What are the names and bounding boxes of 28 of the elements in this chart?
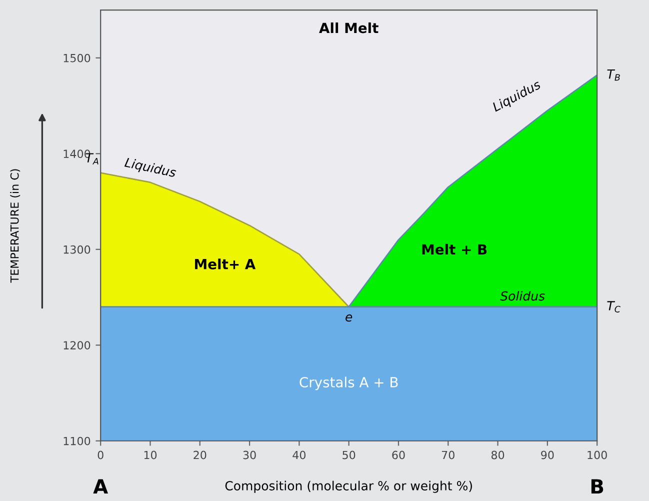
series-label: Crystals A + B <box>300 376 398 390</box>
x-tick-label: 20 <box>194 450 206 460</box>
annotation: All Melt <box>319 22 378 34</box>
y-tick-label: 1200 <box>64 341 90 350</box>
annotation: T$_{C}$ <box>607 301 620 312</box>
annotation: e <box>346 314 352 322</box>
y-tick-label: 1500 <box>64 54 90 62</box>
x-tick-label: 30 <box>243 450 256 460</box>
x-tick-label: 10 <box>144 450 157 460</box>
x-tick-label: 40 <box>292 450 306 460</box>
x-tick-label: 0 <box>98 450 104 460</box>
series-label: Melt+ A <box>195 258 256 270</box>
x-tick-label: 80 <box>491 450 504 460</box>
y-tick-label: 1300 <box>64 245 90 254</box>
x-tick-label: 60 <box>392 450 405 460</box>
y-axis-title: TEMPERATURE (in C) <box>10 169 20 283</box>
x-tick-label: 90 <box>541 450 554 460</box>
annotation: Liquidus <box>124 157 177 180</box>
y-tick-label: 1100 <box>64 436 90 446</box>
x-tick-label: 70 <box>442 450 454 460</box>
annotation: Solidus <box>500 291 545 301</box>
x-tick-label: 50 <box>342 450 356 460</box>
x-axis-title: Composition (molecular % or weight %) <box>225 480 472 493</box>
series-label: Melt + B <box>422 244 487 255</box>
annotation: A <box>93 479 108 494</box>
x-tick-label: 100 <box>588 450 607 460</box>
annotation: T$_{B}$ <box>607 69 620 81</box>
annotation: B <box>591 479 604 494</box>
